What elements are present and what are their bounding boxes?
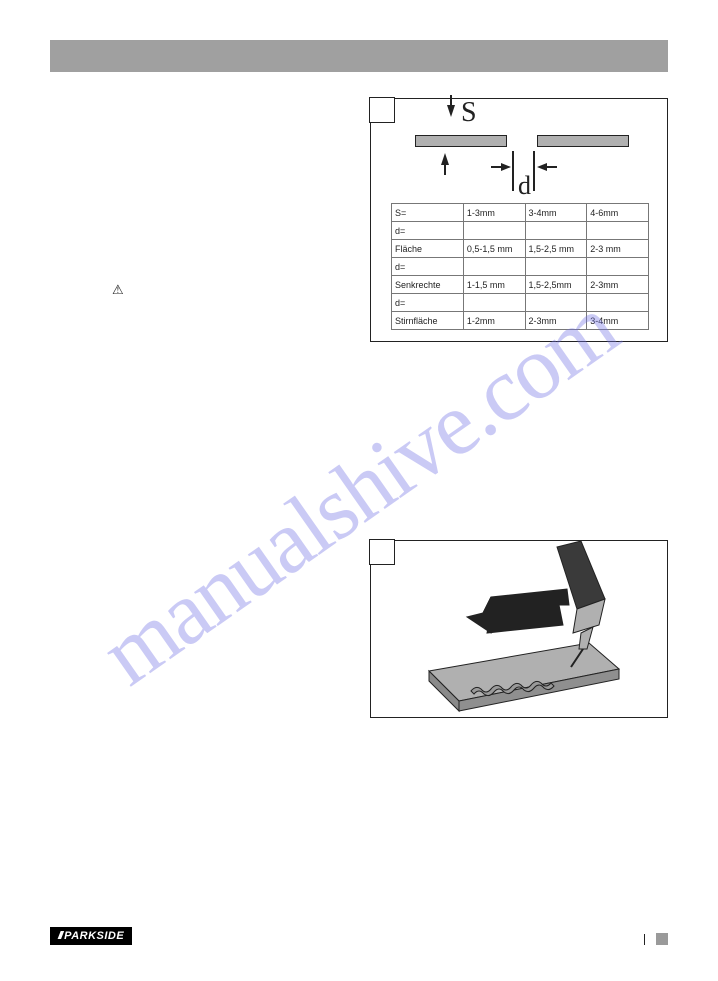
table-row: S=1-3mm3-4mm4-6mm	[392, 204, 649, 222]
table-cell: 0,5-1,5 mm	[463, 240, 525, 258]
plate-left	[415, 135, 507, 147]
direction-arrow-head-icon	[467, 597, 491, 633]
table-cell	[463, 222, 525, 240]
table-cell: d=	[392, 294, 464, 312]
table-row: Senkrechte1-1,5 mm1,5-2,5mm2-3mm	[392, 276, 649, 294]
table-cell: 2-3 mm	[587, 240, 649, 258]
table-cell: 1-3mm	[463, 204, 525, 222]
gap-line-right	[533, 151, 535, 191]
table-cell: 1,5-2,5mm	[525, 276, 587, 294]
table-row: Stirnfläche1-2mm2-3mm3-4mm	[392, 312, 649, 330]
warning-icon: ⚠	[112, 282, 124, 298]
table-row: d=	[392, 294, 649, 312]
s-arrow-up-stem	[444, 163, 446, 175]
s-label: S	[461, 97, 477, 129]
table-cell: S=	[392, 204, 464, 222]
table-row: d=	[392, 258, 649, 276]
brand-text: PARKSIDE	[64, 930, 124, 942]
table-cell: Fläche	[392, 240, 464, 258]
table-cell: Stirnfläche	[392, 312, 464, 330]
gap-line-left	[512, 151, 514, 191]
table-cell: 1,5-2,5 mm	[525, 240, 587, 258]
table-cell: 3-4mm	[587, 312, 649, 330]
footer-divider	[644, 934, 645, 945]
table-cell	[525, 294, 587, 312]
brand-bars-icon: ///	[58, 930, 61, 942]
table-cell: d=	[392, 258, 464, 276]
dimension-table: S=1-3mm3-4mm4-6mmd=Fläche0,5-1,5 mm1,5-2…	[391, 203, 649, 330]
table-cell: 4-6mm	[587, 204, 649, 222]
footer: ///PARKSIDE	[50, 927, 668, 945]
figure-i: S d S=1-3mm3-4mm4-6mmd=Fläche0,5-1,5 mm1…	[370, 98, 668, 342]
weld-illustration	[371, 541, 669, 719]
footer-right	[636, 933, 668, 945]
direction-arrow-icon	[483, 589, 569, 633]
table-cell	[463, 294, 525, 312]
figure-j	[370, 540, 668, 718]
table-cell: 2-3mm	[525, 312, 587, 330]
table-cell	[525, 222, 587, 240]
table-cell: 3-4mm	[525, 204, 587, 222]
brand-logo: ///PARKSIDE	[50, 927, 132, 945]
table-cell: Senkrechte	[392, 276, 464, 294]
table-cell: d=	[392, 222, 464, 240]
page-number-box	[656, 933, 668, 945]
gap-arrow-left-icon	[537, 163, 547, 171]
table-cell	[587, 258, 649, 276]
s-arrow-down-icon	[447, 105, 455, 117]
table-row: d=	[392, 222, 649, 240]
gap-arrow-right-icon	[501, 163, 511, 171]
d-label: d	[518, 171, 531, 201]
table-cell: 1-2mm	[463, 312, 525, 330]
table-cell	[587, 294, 649, 312]
table-row: Fläche0,5-1,5 mm1,5-2,5 mm2-3 mm	[392, 240, 649, 258]
table-cell	[525, 258, 587, 276]
table-cell	[463, 258, 525, 276]
table-cell: 2-3mm	[587, 276, 649, 294]
header-bar	[50, 40, 668, 72]
table-cell	[587, 222, 649, 240]
plate-right	[537, 135, 629, 147]
table-cell: 1-1,5 mm	[463, 276, 525, 294]
